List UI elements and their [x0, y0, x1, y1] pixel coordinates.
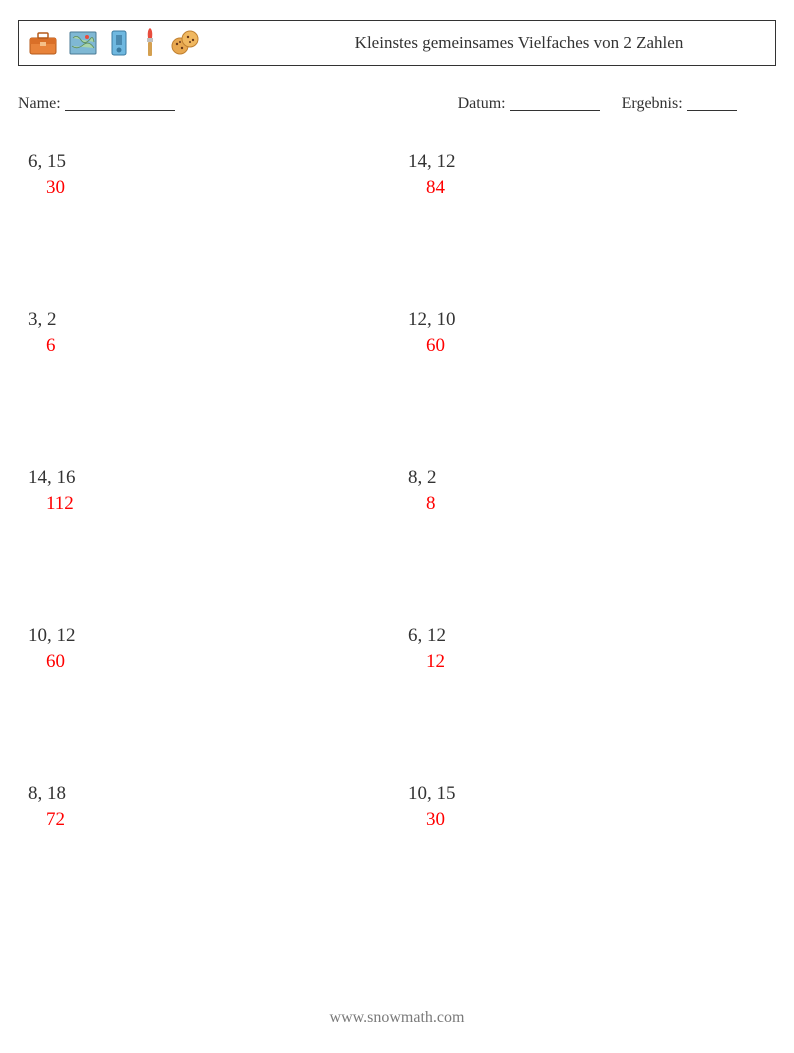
problem-question: 14, 16: [28, 467, 408, 489]
map-icon: [67, 28, 99, 58]
problem-cell: 10, 15 30: [408, 783, 788, 941]
problem-question: 12, 10: [408, 309, 788, 331]
problem-answer: 60: [408, 335, 788, 357]
problem-cell: 14, 16 112: [28, 467, 408, 625]
result-blank: [687, 95, 737, 111]
problem-row: 3, 2 6 12, 10 60: [28, 309, 776, 467]
name-label: Name:: [18, 95, 61, 112]
name-blank: [65, 95, 175, 111]
problem-answer: 84: [408, 177, 788, 199]
problem-question: 14, 12: [408, 151, 788, 173]
result-label: Ergebnis:: [622, 95, 683, 112]
problem-answer: 30: [28, 177, 408, 199]
problem-answer: 112: [28, 493, 408, 515]
problem-answer: 60: [28, 651, 408, 673]
header-box: Kleinstes gemeinsames Vielfaches von 2 Z…: [18, 20, 776, 66]
problem-answer: 6: [28, 335, 408, 357]
sharpener-icon: [107, 27, 131, 59]
problem-cell: 14, 12 84: [408, 151, 788, 309]
problem-cell: 3, 2 6: [28, 309, 408, 467]
footer-url: www.snowmath.com: [0, 1009, 794, 1027]
header-icons: [27, 26, 201, 60]
problem-answer: 8: [408, 493, 788, 515]
problem-answer: 12: [408, 651, 788, 673]
problem-question: 3, 2: [28, 309, 408, 331]
problem-question: 6, 12: [408, 625, 788, 647]
problem-row: 8, 18 72 10, 15 30: [28, 783, 776, 941]
problem-row: 6, 15 30 14, 12 84: [28, 151, 776, 309]
problem-cell: 6, 15 30: [28, 151, 408, 309]
date-blank: [510, 95, 600, 111]
brush-icon: [139, 26, 161, 60]
info-row: Name: Datum: Ergebnis:: [18, 92, 776, 113]
problem-cell: 10, 12 60: [28, 625, 408, 783]
date-label: Datum:: [458, 95, 506, 112]
problem-question: 10, 12: [28, 625, 408, 647]
briefcase-icon: [27, 28, 59, 58]
problem-question: 8, 18: [28, 783, 408, 805]
worksheet-title: Kleinstes gemeinsames Vielfaches von 2 Z…: [201, 33, 767, 53]
problem-cell: 8, 18 72: [28, 783, 408, 941]
cookies-icon: [169, 28, 201, 58]
problem-row: 14, 16 112 8, 2 8: [28, 467, 776, 625]
problem-question: 6, 15: [28, 151, 408, 173]
problem-row: 10, 12 60 6, 12 12: [28, 625, 776, 783]
problems-grid: 6, 15 30 14, 12 84 3, 2 6 12, 10 60 14, …: [18, 151, 776, 941]
problem-answer: 72: [28, 809, 408, 831]
problem-cell: 6, 12 12: [408, 625, 788, 783]
problem-cell: 8, 2 8: [408, 467, 788, 625]
problem-question: 8, 2: [408, 467, 788, 489]
problem-question: 10, 15: [408, 783, 788, 805]
problem-answer: 30: [408, 809, 788, 831]
problem-cell: 12, 10 60: [408, 309, 788, 467]
